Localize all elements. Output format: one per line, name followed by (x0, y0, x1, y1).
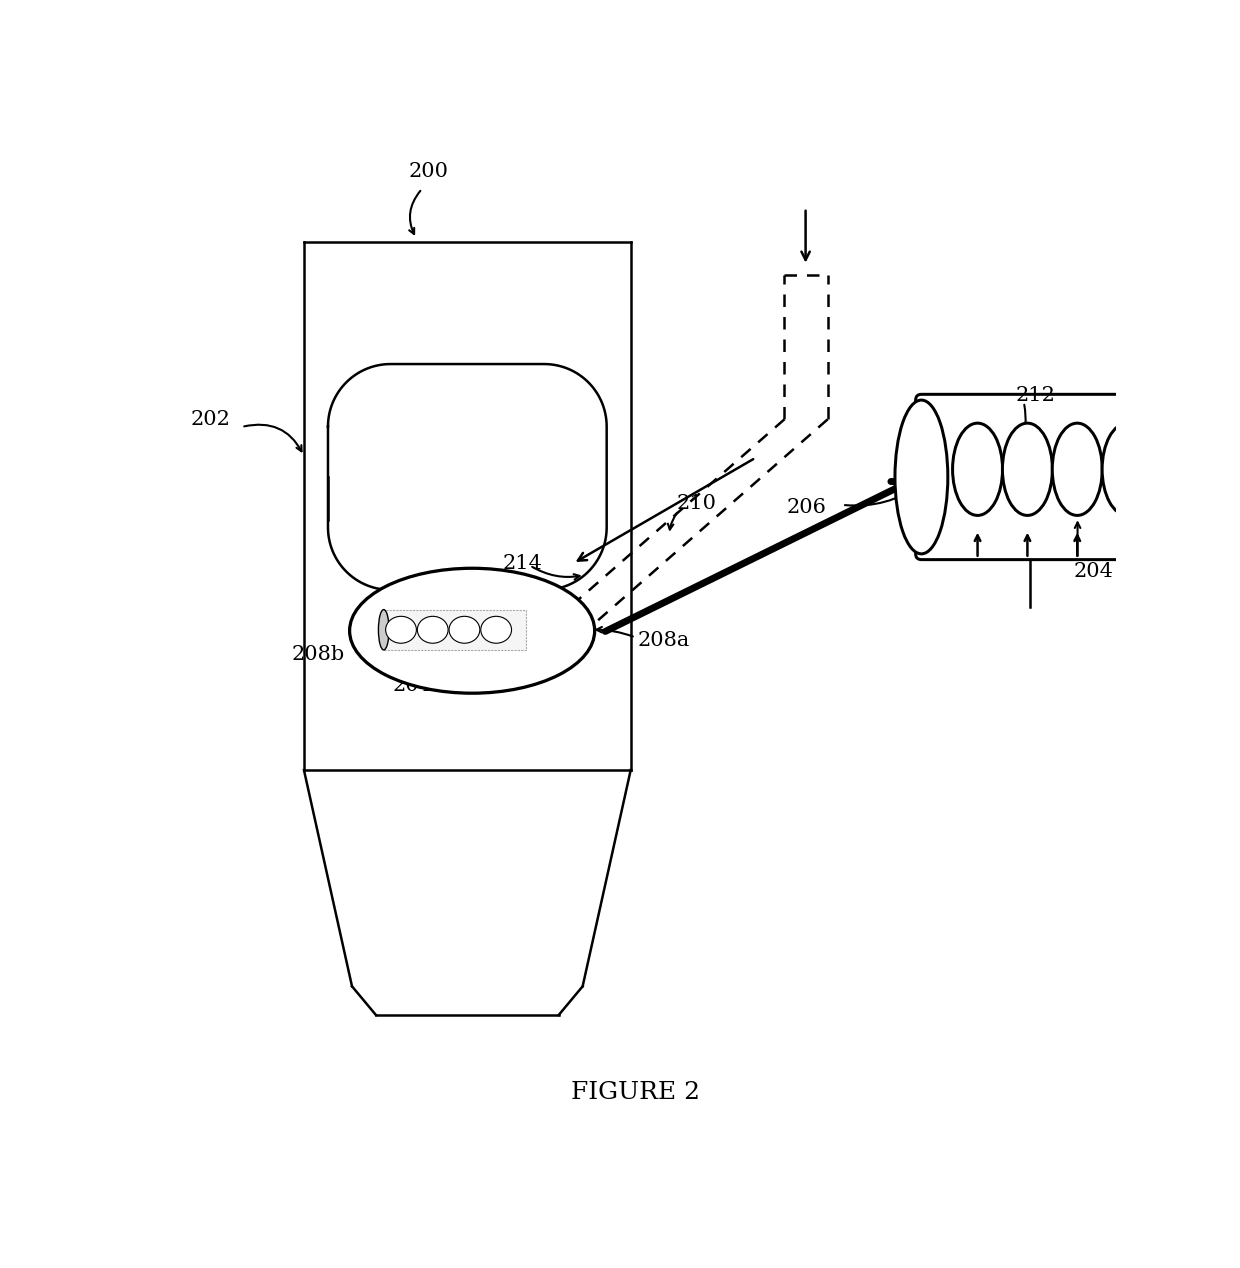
Ellipse shape (350, 568, 595, 694)
Text: 204: 204 (393, 676, 433, 695)
Ellipse shape (1102, 424, 1152, 515)
Ellipse shape (386, 616, 417, 643)
Ellipse shape (1053, 424, 1102, 515)
Text: 208a: 208a (637, 631, 689, 649)
Text: FIGURE 2: FIGURE 2 (570, 1080, 701, 1103)
Ellipse shape (378, 610, 389, 650)
Ellipse shape (418, 616, 448, 643)
Text: 212: 212 (1016, 385, 1055, 404)
Ellipse shape (481, 616, 512, 643)
Ellipse shape (1002, 424, 1053, 515)
Text: 200: 200 (409, 162, 449, 181)
FancyBboxPatch shape (915, 394, 1151, 559)
Text: 206: 206 (786, 498, 827, 517)
Text: 202: 202 (191, 410, 231, 429)
Text: 210: 210 (677, 495, 717, 514)
Bar (383, 610, 526, 650)
Ellipse shape (895, 401, 947, 554)
Text: 204: 204 (1074, 562, 1114, 581)
Ellipse shape (952, 424, 1003, 515)
Ellipse shape (449, 616, 480, 643)
Text: 214: 214 (503, 554, 543, 573)
Text: 208b: 208b (291, 645, 345, 664)
